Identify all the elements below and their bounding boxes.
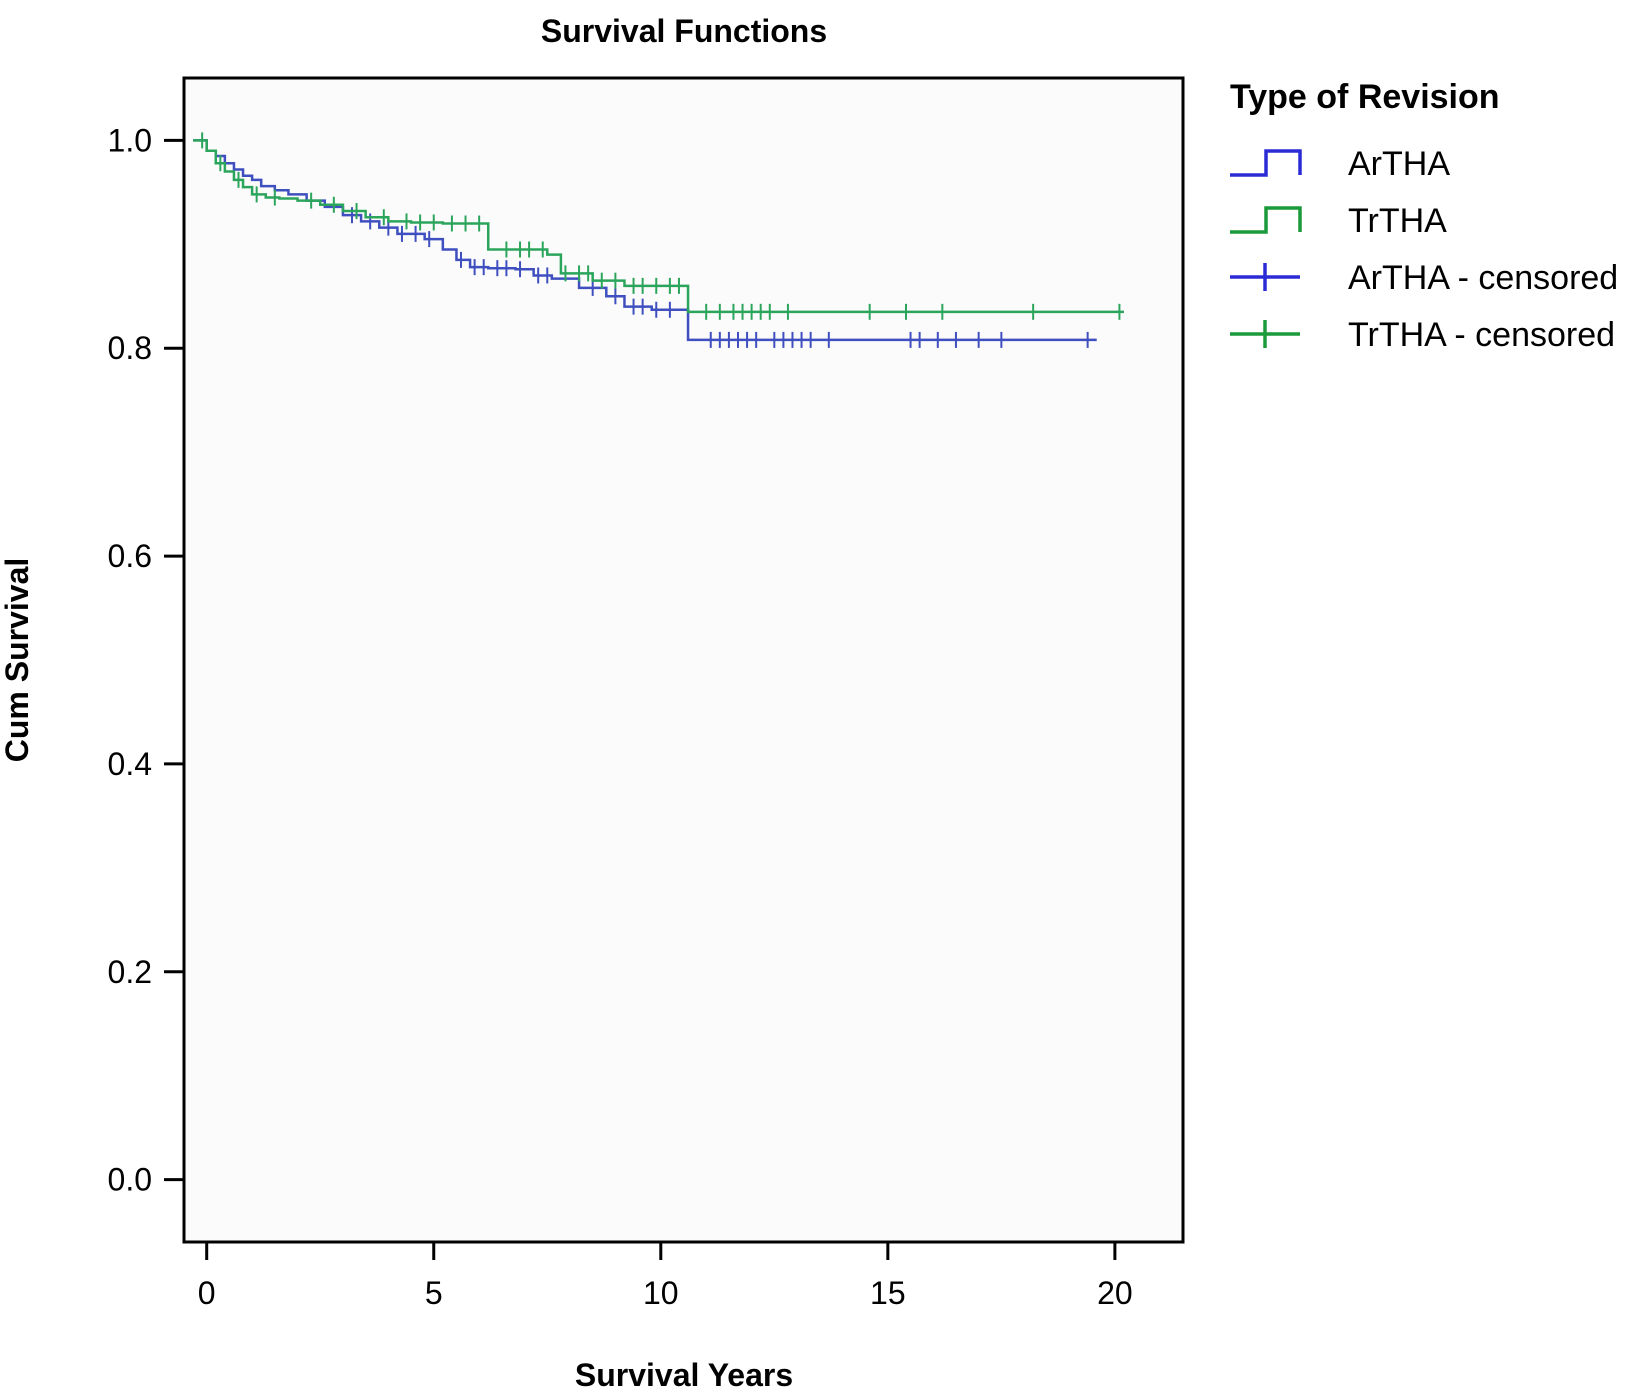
legend-label: ArTHA - censored [1348,259,1618,297]
legend: ArTHA TrTHA ArTHA - censored TrTHA - censor… [1230,145,1618,354]
x-tick-label: 20 [1097,1275,1133,1311]
legend-entry: TrTHA [1230,202,1447,240]
plot-area [182,76,1185,1244]
legend-entry: ArTHA - censored [1230,259,1618,297]
legend-step-symbol [1230,206,1302,234]
y-tick-label: 1.0 [108,122,152,158]
legend-entry: TrTHA - censored [1230,316,1615,354]
x-tick-label: 5 [425,1275,443,1311]
legend-label: TrTHA [1348,202,1447,240]
chart-title: Survival Functions [541,13,827,49]
series-layer [193,132,1124,348]
legend-step-symbol [1230,149,1302,177]
legend-label: TrTHA - censored [1348,316,1615,354]
legend-label: ArTHA [1348,145,1450,183]
legend-title: Type of Revision [1230,78,1500,116]
x-tick-label: 10 [643,1275,679,1311]
y-tick-label: 0.0 [108,1162,152,1198]
x-tick-label: 15 [870,1275,906,1311]
y-tick-label: 0.4 [108,746,152,782]
legend-entry: ArTHA [1230,145,1450,183]
axis-ticks: 0 5 10 15 20 0.0 0.2 0.4 0.6 0.8 1.0 [108,122,1133,1311]
x-axis-label: Survival Years [575,1357,793,1390]
x-tick-label: 0 [198,1275,216,1311]
y-tick-label: 0.2 [108,954,152,990]
series-line-trtha [193,139,1124,314]
y-tick-label: 0.8 [108,330,152,366]
y-tick-label: 0.6 [108,538,152,574]
y-axis-label: Cum Survival [0,558,35,763]
